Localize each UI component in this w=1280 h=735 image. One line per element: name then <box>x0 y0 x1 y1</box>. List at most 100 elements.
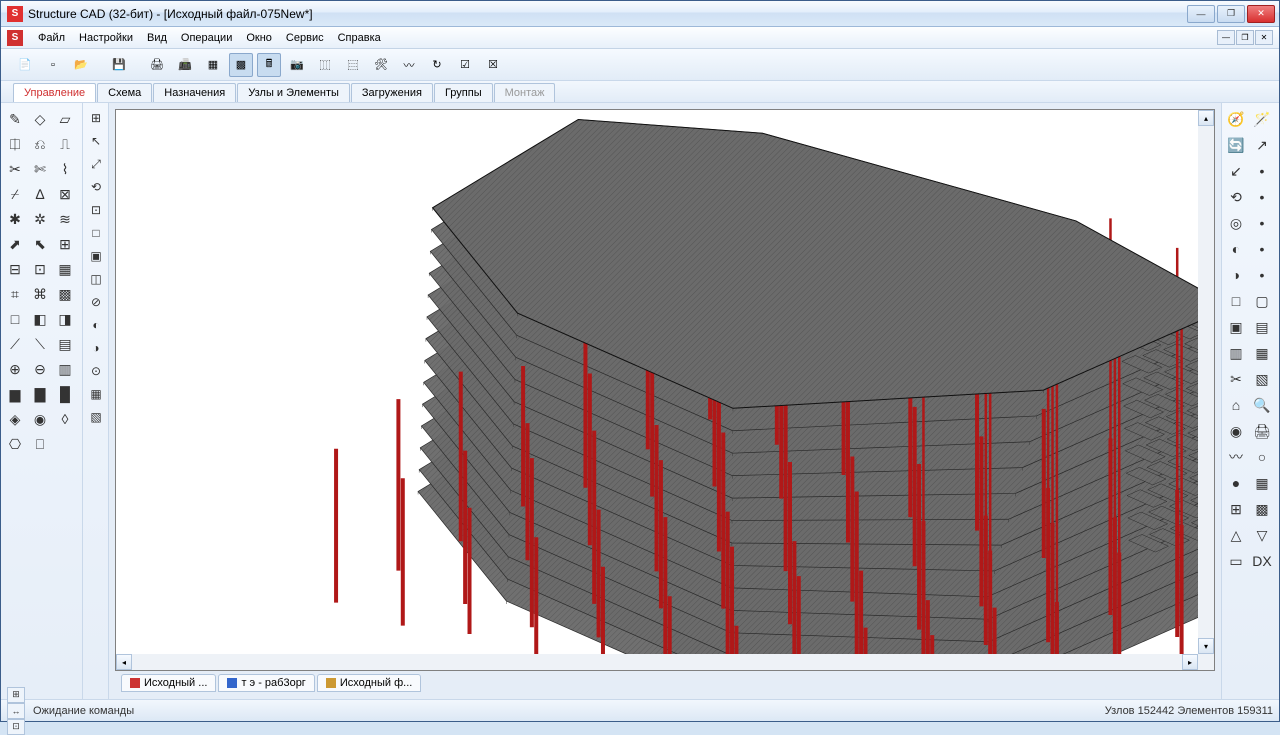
right-tool-13[interactable]: • <box>1250 263 1274 287</box>
right-tool-22[interactable]: ⌂ <box>1224 393 1248 417</box>
menu-файл[interactable]: Файл <box>31 30 72 46</box>
left-tool-22[interactable]: ⌘ <box>28 282 52 306</box>
tab-Схема[interactable]: Схема <box>97 83 152 102</box>
left-tool-26[interactable]: ◨ <box>53 307 77 331</box>
left-tool-25[interactable]: ◧ <box>28 307 52 331</box>
aux-tool-7[interactable]: ◫ <box>85 268 107 290</box>
print2-icon[interactable]: 📠 <box>173 53 197 77</box>
print-icon[interactable]: 🖨 <box>145 53 169 77</box>
aux-tool-6[interactable]: ▣ <box>85 245 107 267</box>
aux-tool-12[interactable]: ▦ <box>85 383 107 405</box>
left-tool-34[interactable]: ▇ <box>28 382 52 406</box>
minimize-button[interactable]: — <box>1187 5 1215 23</box>
right-tool-2[interactable]: 🔄 <box>1224 133 1248 157</box>
close-button[interactable]: ✕ <box>1247 5 1275 23</box>
left-tool-27[interactable]: ⟋ <box>3 332 27 356</box>
left-tool-3[interactable]: ⎅ <box>3 132 27 156</box>
status-btn-2[interactable]: ⊡ <box>7 719 25 735</box>
scroll-track-h[interactable] <box>132 654 1182 670</box>
aux-tool-9[interactable]: ◐ <box>85 314 107 336</box>
right-tool-27[interactable]: ○ <box>1250 445 1274 469</box>
delete-icon[interactable]: ☒ <box>481 53 505 77</box>
left-tool-35[interactable]: █ <box>53 382 77 406</box>
camera-icon[interactable]: 📷 <box>285 53 309 77</box>
mdi-minimize-button[interactable]: — <box>1217 30 1235 45</box>
left-tool-0[interactable]: ✎ <box>3 107 27 131</box>
tab-Управление[interactable]: Управление <box>13 83 96 102</box>
left-tool-13[interactable]: ✲ <box>28 207 52 231</box>
right-tool-8[interactable]: ◎ <box>1224 211 1248 235</box>
open-icon[interactable]: 📂 <box>69 53 93 77</box>
right-tool-12[interactable]: ◑ <box>1224 263 1248 287</box>
left-tool-18[interactable]: ⊟ <box>3 257 27 281</box>
left-tool-36[interactable]: ◈ <box>3 407 27 431</box>
aux-tool-13[interactable]: ▧ <box>85 406 107 428</box>
grid-icon[interactable]: ▩ <box>229 53 253 77</box>
right-tool-34[interactable]: ▭ <box>1224 549 1248 573</box>
right-tool-9[interactable]: • <box>1250 211 1274 235</box>
right-tool-20[interactable]: ✂ <box>1224 367 1248 391</box>
scroll-track-v[interactable] <box>1198 126 1214 638</box>
menu-операции[interactable]: Операции <box>174 30 239 46</box>
mode1-icon[interactable]: ▦ <box>201 53 225 77</box>
tab-Группы[interactable]: Группы <box>434 83 493 102</box>
right-tool-11[interactable]: • <box>1250 237 1274 261</box>
right-tool-26[interactable]: 〰 <box>1224 445 1248 469</box>
status-btn-1[interactable]: ↔ <box>7 703 25 719</box>
left-tool-23[interactable]: ▩ <box>53 282 77 306</box>
menu-справка[interactable]: Справка <box>331 30 388 46</box>
left-tool-20[interactable]: ▦ <box>53 257 77 281</box>
status-btn-0[interactable]: ⊞ <box>7 687 25 703</box>
left-tool-38[interactable]: ◊ <box>53 407 77 431</box>
right-tool-25[interactable]: 🖨 <box>1250 419 1274 443</box>
scroll-up-button[interactable]: ▴ <box>1198 110 1214 126</box>
left-tool-31[interactable]: ⊖ <box>28 357 52 381</box>
layout-icon[interactable]: ⿲ <box>313 53 337 77</box>
tool1-icon[interactable]: 🛠 <box>369 53 393 77</box>
left-tool-21[interactable]: ⌗ <box>3 282 27 306</box>
table-icon[interactable]: ⿳ <box>341 53 365 77</box>
blank-icon[interactable]: ▫ <box>41 53 65 77</box>
vertical-scrollbar[interactable]: ▴ ▾ <box>1198 110 1214 654</box>
left-tool-24[interactable]: □ <box>3 307 27 331</box>
left-tool-6[interactable]: ✂ <box>3 157 27 181</box>
left-tool-15[interactable]: ⬈ <box>3 232 27 256</box>
left-tool-12[interactable]: ✱ <box>3 207 27 231</box>
tab-Узлы и Элементы[interactable]: Узлы и Элементы <box>237 83 350 102</box>
left-tool-4[interactable]: ⎌ <box>28 132 52 156</box>
right-tool-30[interactable]: ⊞ <box>1224 497 1248 521</box>
left-tool-30[interactable]: ⊕ <box>3 357 27 381</box>
right-tool-10[interactable]: ◐ <box>1224 237 1248 261</box>
left-tool-1[interactable]: ◇ <box>28 107 52 131</box>
right-tool-4[interactable]: ↙ <box>1224 159 1248 183</box>
menu-вид[interactable]: Вид <box>140 30 174 46</box>
right-tool-17[interactable]: ▤ <box>1250 315 1274 339</box>
right-tool-18[interactable]: ▥ <box>1224 341 1248 365</box>
left-tool-32[interactable]: ▥ <box>53 357 77 381</box>
doc-tab[interactable]: Исходный ф... <box>317 674 421 692</box>
calc-icon[interactable]: 🖩 <box>257 53 281 77</box>
right-tool-0[interactable]: 🧭 <box>1224 107 1248 131</box>
aux-tool-1[interactable]: ↖ <box>85 130 107 152</box>
aux-tool-8[interactable]: ⊘ <box>85 291 107 313</box>
aux-tool-3[interactable]: ⟲ <box>85 176 107 198</box>
aux-tool-11[interactable]: ⊙ <box>85 360 107 382</box>
scroll-right-button[interactable]: ▸ <box>1182 654 1198 670</box>
right-tool-21[interactable]: ▧ <box>1250 367 1274 391</box>
menu-окно[interactable]: Окно <box>239 30 279 46</box>
scroll-down-button[interactable]: ▾ <box>1198 638 1214 654</box>
left-tool-8[interactable]: ⌇ <box>53 157 77 181</box>
right-tool-14[interactable]: □ <box>1224 289 1248 313</box>
mdi-maximize-button[interactable]: ❐ <box>1236 30 1254 45</box>
right-tool-32[interactable]: △ <box>1224 523 1248 547</box>
wave-icon[interactable]: 〰 <box>397 53 421 77</box>
aux-tool-4[interactable]: ⊡ <box>85 199 107 221</box>
new-icon[interactable]: 📄 <box>13 53 37 77</box>
menu-настройки[interactable]: Настройки <box>72 30 140 46</box>
left-tool-16[interactable]: ⬉ <box>28 232 52 256</box>
doc-tab[interactable]: Исходный ... <box>121 674 216 692</box>
right-tool-28[interactable]: ● <box>1224 471 1248 495</box>
check-icon[interactable]: ☑ <box>453 53 477 77</box>
aux-tool-5[interactable]: □ <box>85 222 107 244</box>
scroll-left-button[interactable]: ◂ <box>116 654 132 670</box>
